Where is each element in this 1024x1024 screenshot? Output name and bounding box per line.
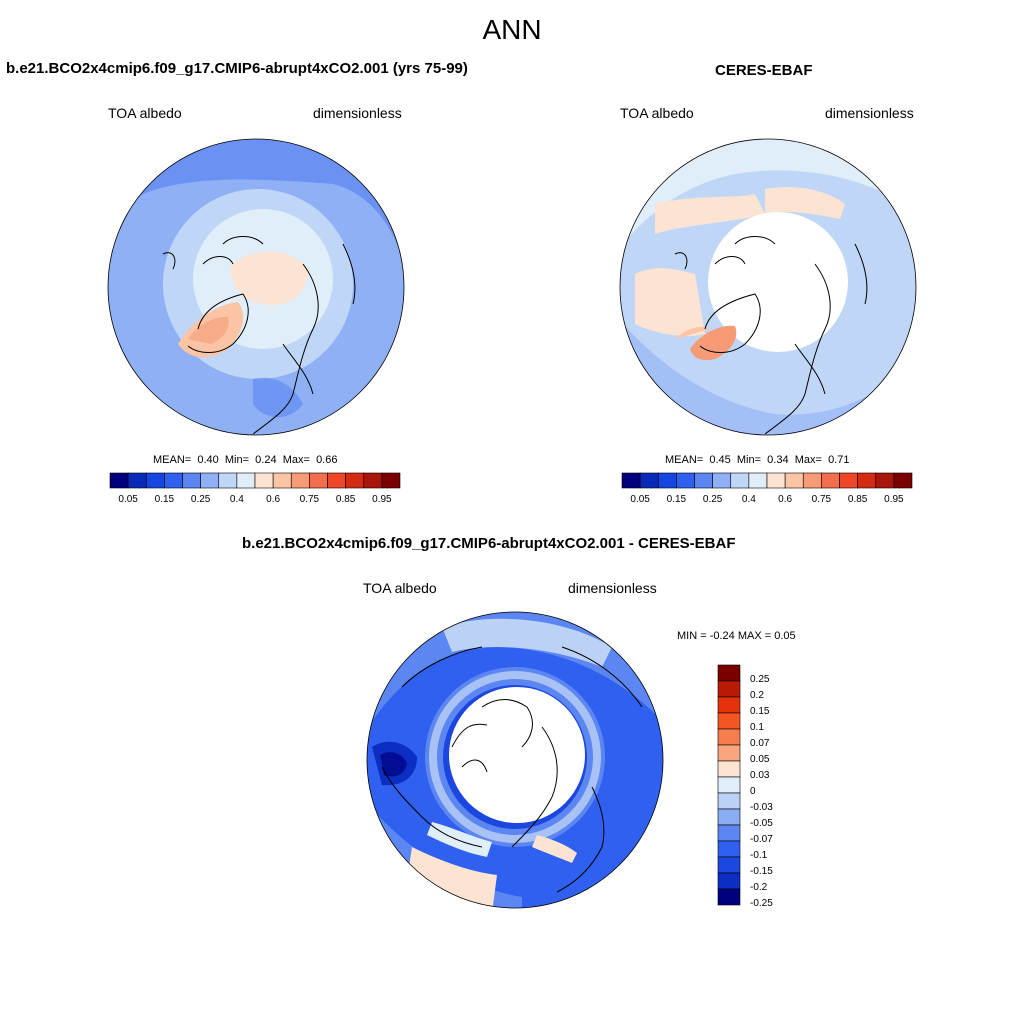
panel-diff-variable: TOA albedo [363, 580, 437, 596]
colorbar-swatch [621, 472, 641, 489]
colorbar-swatch [145, 472, 165, 489]
colorbar-tick-label: 0.15 [666, 494, 687, 505]
colorbar-swatch [857, 472, 877, 489]
colorbar-swatch [218, 472, 238, 489]
colorbar-tick-label: 0.95 [884, 494, 904, 505]
colorbar-tick-label: -0.07 [750, 834, 773, 845]
colorbar-tick-label: 0.25 [702, 494, 723, 505]
colorbar-swatch [717, 696, 741, 714]
colorbar-swatch [730, 472, 750, 489]
colorbar-swatch [821, 472, 840, 489]
colorbar-swatch [164, 472, 183, 489]
colorbar-tick-label: -0.25 [750, 898, 773, 909]
colorbar-swatch [717, 888, 741, 906]
colorbar-tick-label: 0.05 [630, 494, 650, 505]
colorbar-tick-label: 0.07 [750, 738, 770, 749]
colorbar-swatch [272, 472, 292, 489]
panel-diff-minmax: MIN = -0.24 MAX = 0.05 [677, 630, 796, 642]
colorbar-swatch [717, 712, 741, 730]
colorbar-swatch [766, 472, 786, 489]
colorbar-swatch [676, 472, 695, 489]
colorbar-tick-label: 0 [750, 786, 756, 797]
colorbar-tick-label: 0.15 [750, 706, 770, 717]
colorbar-swatch [717, 792, 741, 810]
colorbar-tick-label: -0.03 [750, 802, 773, 813]
colorbar-swatch [717, 840, 741, 858]
colorbar-tick-label: 0.95 [372, 494, 392, 505]
colorbar-tick-label: 0.6 [266, 494, 281, 505]
colorbar-swatch [717, 760, 741, 778]
colorbar-swatch [784, 472, 804, 489]
colorbar-tick-label: -0.1 [750, 850, 768, 861]
colorbar-swatch [363, 472, 383, 489]
colorbar-swatch [802, 472, 822, 489]
colorbar-tick-label: 0.75 [299, 494, 320, 505]
colorbar-swatch [717, 728, 741, 746]
panel-model-title: b.e21.BCO2x4cmip6.f09_g17.CMIP6-abrupt4x… [6, 60, 468, 77]
difference-polar-map [366, 611, 664, 909]
colorbar-swatch [717, 744, 741, 762]
colorbar-tick-label: 0.85 [335, 494, 356, 505]
colorbar-swatch [875, 472, 895, 489]
colorbar-swatch [694, 472, 713, 489]
obs-colorbar [621, 472, 913, 489]
colorbar-tick-label: 0.05 [750, 754, 770, 765]
colorbar-tick-label: 0.1 [750, 722, 764, 733]
colorbar-swatch [839, 472, 858, 489]
colorbar-swatch [717, 680, 741, 698]
colorbar-swatch [290, 472, 310, 489]
colorbar-swatch [639, 472, 659, 489]
panel-obs-stats: MEAN= 0.45 Min= 0.34 Max= 0.71 [665, 454, 850, 466]
colorbar-tick-label: 0.2 [750, 690, 764, 701]
panel-diff-title: b.e21.BCO2x4cmip6.f09_g17.CMIP6-abrupt4x… [242, 535, 736, 552]
colorbar-swatch [712, 472, 732, 489]
colorbar-swatch [327, 472, 346, 489]
colorbar-swatch [717, 664, 741, 682]
obs-polar-map [619, 138, 917, 436]
colorbar-swatch [182, 472, 201, 489]
colorbar-swatch [748, 472, 768, 489]
colorbar-tick-label: 0.4 [229, 494, 244, 505]
colorbar-swatch [127, 472, 147, 489]
colorbar-tick-label: -0.2 [750, 882, 768, 893]
colorbar-tick-label: 0.75 [811, 494, 832, 505]
panel-model-stats: MEAN= 0.40 Min= 0.24 Max= 0.66 [153, 454, 338, 466]
panel-diff-units: dimensionless [568, 580, 657, 596]
difference-colorbar [717, 664, 741, 906]
colorbar-tick-label: 0.85 [847, 494, 868, 505]
colorbar-swatch [893, 472, 913, 489]
colorbar-tick-label: 0.05 [118, 494, 138, 505]
colorbar-swatch [717, 824, 741, 842]
colorbar-swatch [717, 808, 741, 826]
colorbar-tick-label: -0.15 [750, 866, 773, 877]
colorbar-swatch [200, 472, 220, 489]
colorbar-swatch [717, 872, 741, 890]
colorbar-tick-label: 0.4 [741, 494, 756, 505]
colorbar-swatch [717, 856, 741, 874]
colorbar-tick-label: 0.15 [154, 494, 175, 505]
panel-model-units: dimensionless [313, 105, 402, 121]
colorbar-tick-label: 0.25 [750, 674, 770, 685]
colorbar-swatch [254, 472, 274, 489]
colorbar-tick-label: 0.25 [190, 494, 211, 505]
colorbar-tick-label: -0.05 [750, 818, 773, 829]
colorbar-swatch [345, 472, 365, 489]
model-colorbar [109, 472, 401, 489]
colorbar-swatch [657, 472, 677, 489]
colorbar-tick-label: 0.6 [778, 494, 793, 505]
colorbar-swatch [381, 472, 401, 489]
colorbar-swatch [717, 776, 741, 794]
model-polar-map [107, 138, 405, 436]
panel-obs-variable: TOA albedo [620, 105, 694, 121]
panel-obs-title: CERES-EBAF [715, 62, 813, 79]
figure-title: ANN [482, 14, 542, 45]
panel-model-variable: TOA albedo [108, 105, 182, 121]
colorbar-swatch [109, 472, 129, 489]
colorbar-swatch [309, 472, 328, 489]
panel-obs-units: dimensionless [825, 105, 914, 121]
colorbar-swatch [236, 472, 256, 489]
colorbar-tick-label: 0.03 [750, 770, 770, 781]
